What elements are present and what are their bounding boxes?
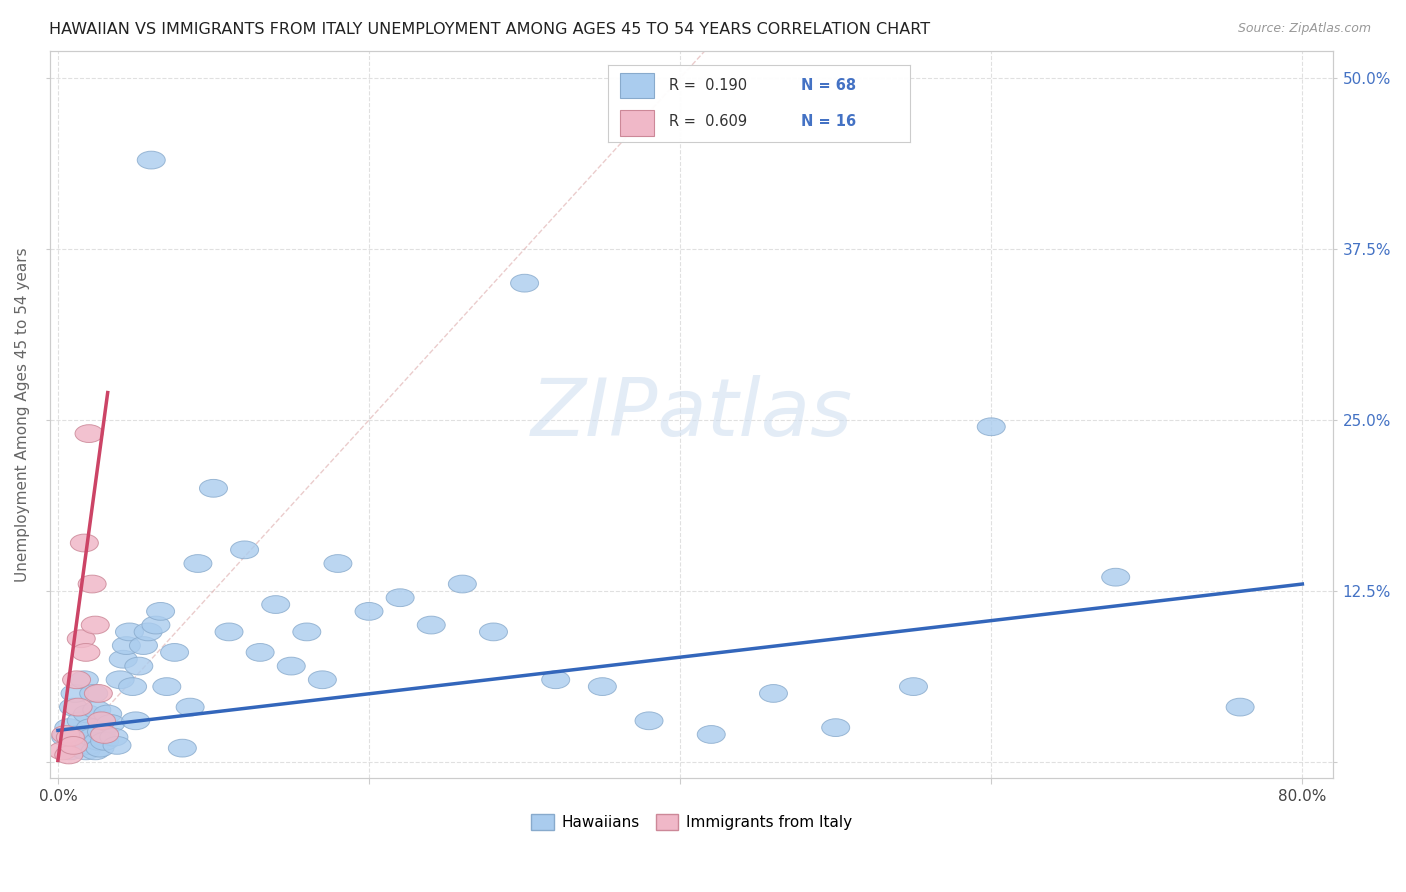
Ellipse shape xyxy=(65,698,93,716)
Ellipse shape xyxy=(153,678,181,696)
Y-axis label: Unemployment Among Ages 45 to 54 years: Unemployment Among Ages 45 to 54 years xyxy=(15,247,30,582)
Text: ZIPatlas: ZIPatlas xyxy=(530,376,853,453)
Ellipse shape xyxy=(138,152,166,169)
Text: HAWAIIAN VS IMMIGRANTS FROM ITALY UNEMPLOYMENT AMONG AGES 45 TO 54 YEARS CORRELA: HAWAIIAN VS IMMIGRANTS FROM ITALY UNEMPL… xyxy=(49,22,931,37)
Ellipse shape xyxy=(231,541,259,558)
Ellipse shape xyxy=(1226,698,1254,716)
Ellipse shape xyxy=(73,705,101,723)
Ellipse shape xyxy=(176,698,204,716)
Ellipse shape xyxy=(70,671,98,689)
Ellipse shape xyxy=(112,637,141,655)
Ellipse shape xyxy=(262,596,290,614)
Ellipse shape xyxy=(160,643,188,661)
Ellipse shape xyxy=(86,739,114,757)
Ellipse shape xyxy=(125,657,153,675)
Ellipse shape xyxy=(479,623,508,640)
Ellipse shape xyxy=(105,671,134,689)
Ellipse shape xyxy=(184,555,212,573)
Ellipse shape xyxy=(84,684,112,702)
Ellipse shape xyxy=(100,728,128,746)
Ellipse shape xyxy=(67,630,96,648)
Ellipse shape xyxy=(541,671,569,689)
Ellipse shape xyxy=(80,684,108,702)
Ellipse shape xyxy=(134,623,162,640)
Ellipse shape xyxy=(72,742,100,760)
Ellipse shape xyxy=(65,739,93,757)
Ellipse shape xyxy=(977,417,1005,435)
Ellipse shape xyxy=(142,616,170,634)
Ellipse shape xyxy=(55,719,83,737)
Ellipse shape xyxy=(103,737,131,755)
Ellipse shape xyxy=(52,728,80,746)
Ellipse shape xyxy=(69,732,97,750)
Ellipse shape xyxy=(63,671,90,689)
Ellipse shape xyxy=(636,712,664,730)
Ellipse shape xyxy=(90,732,118,750)
Ellipse shape xyxy=(449,575,477,593)
Ellipse shape xyxy=(308,671,336,689)
Ellipse shape xyxy=(277,657,305,675)
Ellipse shape xyxy=(56,742,84,760)
Ellipse shape xyxy=(97,714,125,732)
Ellipse shape xyxy=(697,725,725,743)
Ellipse shape xyxy=(94,705,122,723)
Text: Source: ZipAtlas.com: Source: ZipAtlas.com xyxy=(1237,22,1371,36)
Ellipse shape xyxy=(356,602,382,620)
Ellipse shape xyxy=(129,637,157,655)
Ellipse shape xyxy=(510,274,538,292)
Ellipse shape xyxy=(79,575,105,593)
Ellipse shape xyxy=(67,712,96,730)
Ellipse shape xyxy=(82,742,110,760)
Ellipse shape xyxy=(76,719,104,737)
Ellipse shape xyxy=(821,719,849,737)
Ellipse shape xyxy=(215,623,243,640)
Ellipse shape xyxy=(90,725,118,743)
Ellipse shape xyxy=(418,616,446,634)
Ellipse shape xyxy=(115,623,143,640)
Ellipse shape xyxy=(63,725,90,743)
Ellipse shape xyxy=(200,479,228,497)
Ellipse shape xyxy=(59,737,87,755)
Ellipse shape xyxy=(75,425,103,442)
Ellipse shape xyxy=(56,728,84,746)
Ellipse shape xyxy=(118,678,146,696)
Ellipse shape xyxy=(70,534,98,552)
Ellipse shape xyxy=(122,712,149,730)
Ellipse shape xyxy=(87,712,115,730)
Ellipse shape xyxy=(1102,568,1129,586)
Ellipse shape xyxy=(84,732,112,750)
Ellipse shape xyxy=(169,739,197,757)
Ellipse shape xyxy=(52,725,80,743)
Ellipse shape xyxy=(900,678,928,696)
Ellipse shape xyxy=(82,616,110,634)
Legend: Hawaiians, Immigrants from Italy: Hawaiians, Immigrants from Italy xyxy=(526,808,858,836)
Ellipse shape xyxy=(60,684,89,702)
Ellipse shape xyxy=(72,643,100,661)
Ellipse shape xyxy=(59,698,87,716)
Ellipse shape xyxy=(75,737,103,755)
Ellipse shape xyxy=(110,650,138,668)
Ellipse shape xyxy=(246,643,274,661)
Ellipse shape xyxy=(387,589,415,607)
Ellipse shape xyxy=(49,742,76,760)
Ellipse shape xyxy=(87,723,115,740)
Ellipse shape xyxy=(323,555,352,573)
Ellipse shape xyxy=(79,728,105,746)
Ellipse shape xyxy=(588,678,616,696)
Ellipse shape xyxy=(55,746,83,764)
Ellipse shape xyxy=(83,701,111,719)
Ellipse shape xyxy=(759,684,787,702)
Ellipse shape xyxy=(292,623,321,640)
Ellipse shape xyxy=(146,602,174,620)
